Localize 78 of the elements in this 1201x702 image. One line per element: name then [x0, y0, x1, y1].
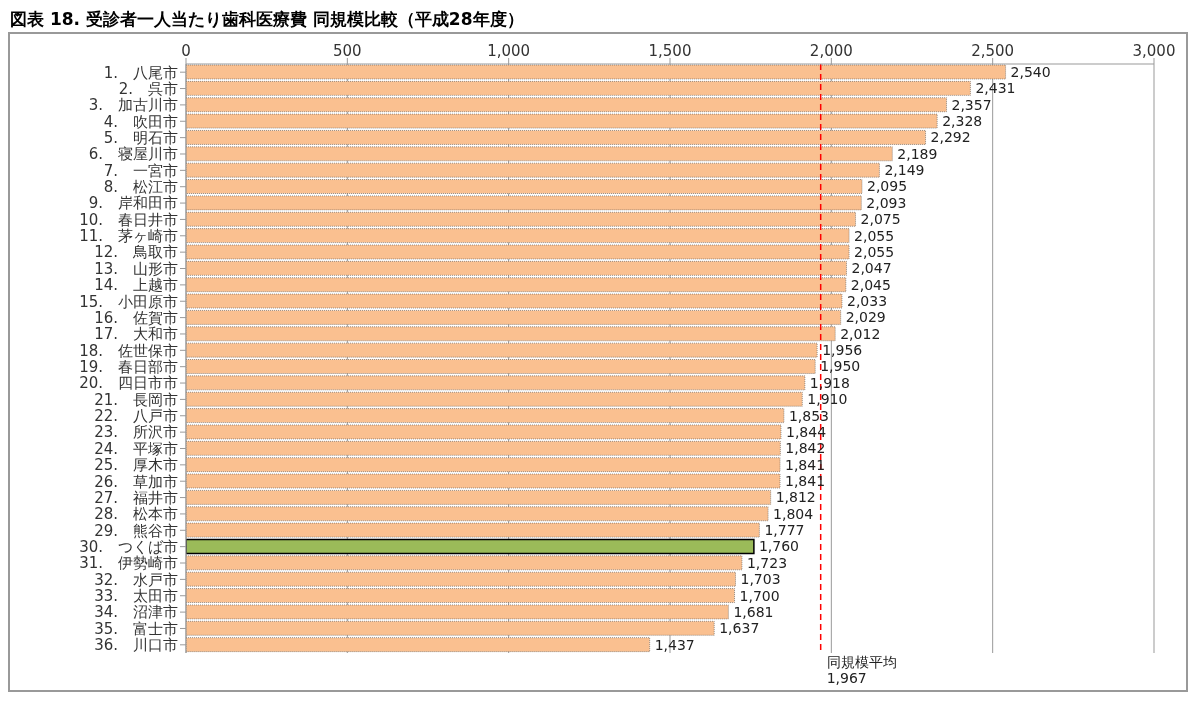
- y-tick-label: 16. 佐賀市: [94, 308, 178, 327]
- data-label: 2,357: [951, 96, 992, 113]
- data-label: 2,033: [846, 293, 888, 310]
- data-label: 1,681: [733, 603, 774, 620]
- y-tick-label: 7. 一宮市: [103, 161, 178, 180]
- data-label: 1,437: [654, 636, 695, 653]
- y-tick-label: 23. 所沢市: [94, 423, 178, 442]
- y-tick-label: 2. 呉市: [118, 79, 178, 98]
- y-tick-label: 28. 松本市: [94, 505, 178, 524]
- y-tick-label: 27. 福井市: [94, 488, 178, 507]
- x-tick-label: 500: [333, 42, 362, 60]
- data-label: 1,760: [758, 538, 799, 555]
- data-label: 1,812: [775, 489, 816, 506]
- x-tick-label: 1,000: [487, 42, 531, 60]
- y-tick-label: 13. 山形市: [94, 259, 178, 278]
- data-label: 1,950: [820, 358, 861, 375]
- y-tick-label: 36. 川口市: [94, 636, 178, 655]
- data-label: 1,637: [719, 620, 760, 637]
- y-tick-label: 24. 平塚市: [94, 439, 178, 458]
- x-tick-label: 2,000: [809, 42, 853, 60]
- data-label: 2,540: [1010, 63, 1051, 80]
- bar: [186, 637, 650, 652]
- data-label: 1,700: [739, 587, 780, 604]
- y-tick-label: 21. 長岡市: [94, 390, 178, 409]
- data-label: 2,045: [850, 276, 891, 293]
- bar: [186, 555, 743, 571]
- data-label: 2,029: [845, 309, 886, 326]
- x-tick-label: 3,000: [1132, 42, 1176, 60]
- data-label: 1,841: [785, 473, 826, 489]
- x-tick-label: 2,500: [971, 42, 1015, 60]
- data-label: 2,095: [866, 178, 908, 195]
- data-label: 2,012: [840, 325, 881, 342]
- data-label: 2,093: [866, 194, 907, 211]
- data-label: 1,842: [785, 440, 826, 457]
- y-tick-label: 15. 小田原市: [79, 292, 178, 311]
- y-tick-label: 12. 鳥取市: [94, 243, 178, 262]
- data-label: 2,328: [942, 113, 983, 130]
- data-label: 1,723: [746, 554, 788, 571]
- data-label: 2,075: [860, 211, 901, 228]
- y-tick-label: 3. 加古川市: [88, 96, 178, 115]
- y-tick-label: 14. 上越市: [94, 276, 178, 295]
- y-tick-label: 1. 八尾市: [103, 63, 178, 82]
- x-tick-label: 1,500: [648, 42, 692, 60]
- data-label: 1,777: [764, 522, 805, 539]
- data-label: 2,149: [884, 162, 925, 179]
- y-tick-label: 32. 水戸市: [94, 570, 178, 589]
- data-label: 2,189: [897, 145, 938, 162]
- y-tick-label: 26. 草加市: [94, 472, 178, 491]
- ref-line-label: 同規模平均 1,967: [826, 654, 897, 686]
- data-label: 1,841: [785, 456, 826, 473]
- y-tick-label: 35. 富士市: [94, 619, 178, 638]
- data-label: 2,047: [851, 260, 892, 277]
- data-label: 1,918: [809, 374, 850, 391]
- data-label: 2,431: [975, 80, 1016, 97]
- data-label: 2,055: [854, 227, 895, 244]
- data-label: 1,703: [740, 571, 781, 588]
- data-label: 1,910: [807, 391, 848, 408]
- data-label: 1,844: [786, 423, 827, 440]
- y-tick-label: 10. 春日井市: [79, 210, 178, 229]
- data-label: 2,292: [930, 129, 971, 146]
- y-tick-label: 20. 四日市市: [79, 374, 178, 393]
- y-tick-label: 9. 岸和田市: [88, 194, 178, 213]
- chart-title: 図表 18. 受診者一人当たり歯科医療費 同規模比較（平成28年度）: [10, 8, 525, 31]
- data-label: 2,055: [854, 243, 895, 260]
- y-tick-label: 4. 吹田市: [103, 112, 178, 131]
- y-tick-label: 31. 伊勢崎市: [79, 554, 178, 573]
- data-label: 1,853: [788, 407, 829, 424]
- bar: [186, 538, 755, 555]
- y-tick-label: 34. 沼津市: [94, 603, 178, 622]
- data-label: 1,804: [773, 505, 814, 522]
- data-label: 1,956: [822, 342, 863, 359]
- y-tick-label: 18. 佐世保市: [79, 341, 178, 360]
- y-tick-label: 5. 明石市: [103, 128, 178, 147]
- y-tick-label: 25. 厚木市: [94, 456, 178, 475]
- y-tick-label: 6. 寝屋川市: [88, 145, 178, 164]
- y-tick-label: 29. 熊谷市: [94, 521, 178, 540]
- y-tick-label: 17. 大和市: [94, 325, 178, 344]
- x-tick-label: 0: [181, 42, 191, 60]
